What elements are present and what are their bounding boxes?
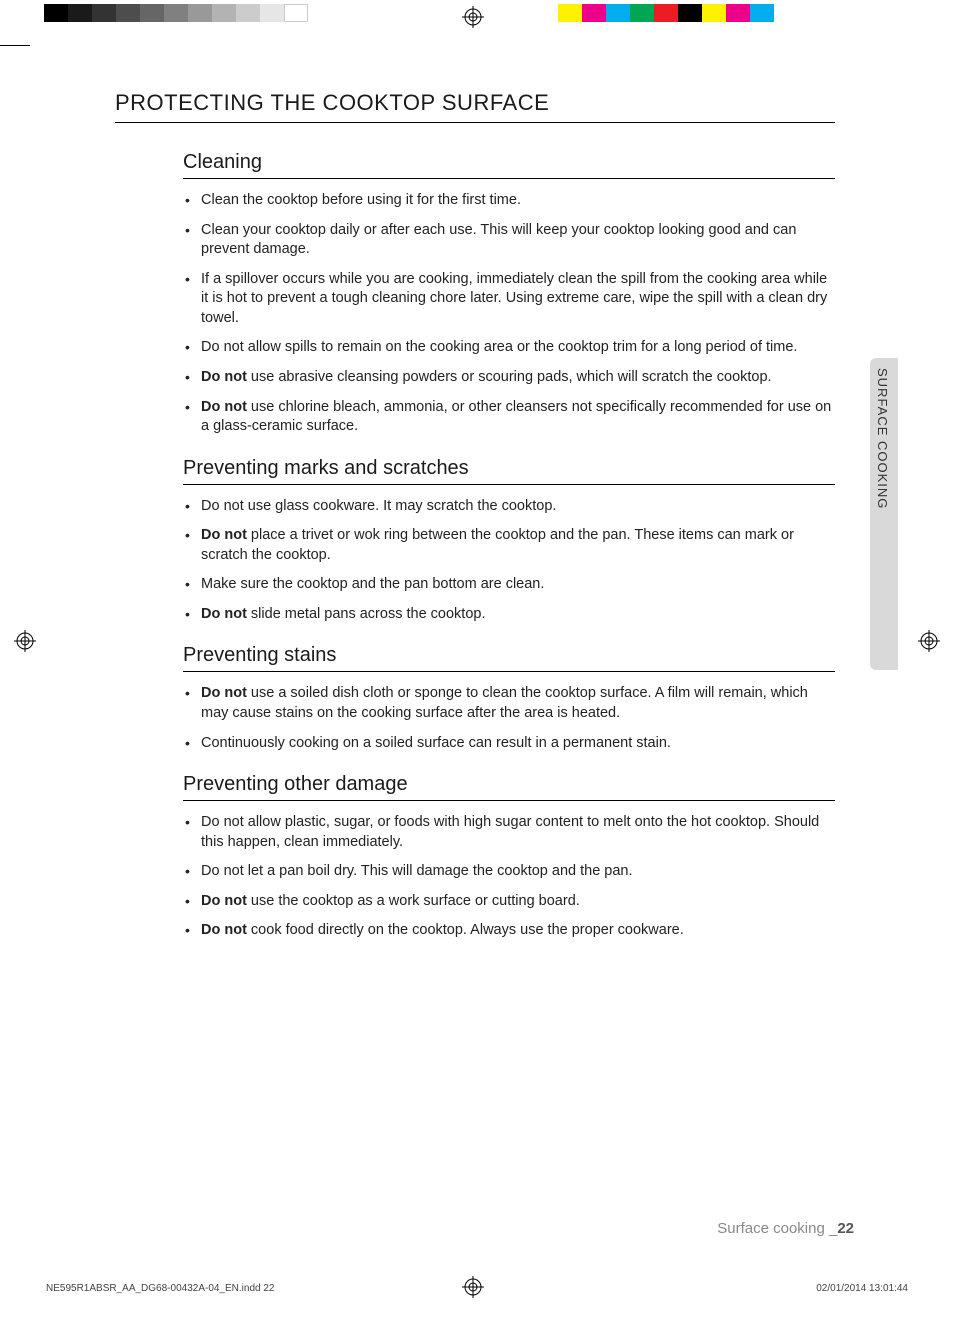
list-item: Do not use chlorine bleach, ammonia, or …: [183, 398, 835, 437]
printer-color-swatches: [558, 4, 774, 22]
crop-mark: [0, 45, 30, 46]
section-side-tab: SURFACE COOKING: [870, 358, 898, 670]
swatch: [164, 4, 188, 22]
swatch: [140, 4, 164, 22]
subsection: Preventing marks and scratches Do not use…: [183, 457, 835, 625]
subsection-heading: Preventing marks and scratches: [183, 457, 835, 485]
body-text: use a soiled dish cloth or sponge to cle…: [201, 685, 808, 721]
body-text: use abrasive cleansing powders or scouri…: [247, 369, 772, 385]
bullet-list: Do not use glass cookware. It may scratc…: [183, 497, 835, 625]
swatch: [68, 4, 92, 22]
list-item: Make sure the cooktop and the pan bottom…: [183, 575, 835, 595]
swatch: [630, 4, 654, 22]
subsection-heading: Preventing stains: [183, 644, 835, 672]
list-item: Do not use the cooktop as a work surface…: [183, 892, 835, 912]
swatch: [236, 4, 260, 22]
swatch: [212, 4, 236, 22]
bold-text: Do not: [201, 369, 247, 385]
list-item: Continuously cooking on a soiled surface…: [183, 734, 835, 754]
body-text: place a trivet or wok ring between the c…: [201, 527, 794, 563]
registration-mark-top: [462, 6, 484, 28]
body-text: use the cooktop as a work surface or cut…: [247, 893, 580, 909]
list-item: Do not use glass cookware. It may scratc…: [183, 497, 835, 517]
list-item: Do not use abrasive cleansing powders or…: [183, 368, 835, 388]
bold-text: Do not: [201, 922, 247, 938]
body-text: cook food directly on the cooktop. Alway…: [247, 922, 684, 938]
list-item: Do not allow spills to remain on the coo…: [183, 338, 835, 358]
body-text: Clean the cooktop before using it for th…: [201, 192, 521, 208]
subsection: Cleaning Clean the cooktop before using i…: [183, 151, 835, 437]
list-item: Do not place a trivet or wok ring betwee…: [183, 526, 835, 565]
page-title: PROTECTING THE COOKTOP SURFACE: [115, 90, 835, 123]
bullet-list: Do not allow plastic, sugar, or foods wi…: [183, 813, 835, 941]
list-item: Do not slide metal pans across the cookt…: [183, 605, 835, 625]
subsection-heading: Cleaning: [183, 151, 835, 179]
subsection: Preventing other damage Do not allow plas…: [183, 773, 835, 941]
bullet-list: Clean the cooktop before using it for th…: [183, 191, 835, 437]
subsection: Preventing stains Do not use a soiled dis…: [183, 644, 835, 753]
swatch: [654, 4, 678, 22]
bold-text: Do not: [201, 527, 247, 543]
swatch: [678, 4, 702, 22]
page-footer-label: Surface cooking _22: [717, 1220, 854, 1237]
swatch: [260, 4, 284, 22]
bold-text: Do not: [201, 606, 247, 622]
subsection-heading: Preventing other damage: [183, 773, 835, 801]
list-item: Do not let a pan boil dry. This will dam…: [183, 862, 835, 882]
list-item: If a spillover occurs while you are cook…: [183, 270, 835, 329]
body-text: Continuously cooking on a soiled surface…: [201, 735, 671, 751]
list-item: Do not cook food directly on the cooktop…: [183, 921, 835, 941]
print-footer: NE595R1ABSR_AA_DG68-00432A-04_EN.indd 22…: [46, 1283, 908, 1294]
list-item: Do not allow plastic, sugar, or foods wi…: [183, 813, 835, 852]
footer-section-label: Surface cooking _: [717, 1220, 837, 1237]
swatch: [188, 4, 212, 22]
body-text: Make sure the cooktop and the pan bottom…: [201, 576, 544, 592]
print-file-name: NE595R1ABSR_AA_DG68-00432A-04_EN.indd 22: [46, 1283, 274, 1294]
swatch: [116, 4, 140, 22]
bullet-list: Do not use a soiled dish cloth or sponge…: [183, 684, 835, 753]
swatch: [44, 4, 68, 22]
footer-page-number: 22: [837, 1220, 854, 1237]
body-text: If a spillover occurs while you are cook…: [201, 271, 827, 326]
swatch: [558, 4, 582, 22]
bold-text: Do not: [201, 685, 247, 701]
print-timestamp: 02/01/2014 13:01:44: [816, 1283, 908, 1294]
body-text: Do not let a pan boil dry. This will dam…: [201, 863, 633, 879]
list-item: Clean the cooktop before using it for th…: [183, 191, 835, 211]
swatch: [284, 4, 308, 22]
page-content: PROTECTING THE COOKTOP SURFACE CleaningC…: [115, 90, 835, 961]
registration-mark-left: [14, 630, 36, 652]
body-text: Do not use glass cookware. It may scratc…: [201, 498, 556, 514]
swatch: [606, 4, 630, 22]
registration-mark-right: [918, 630, 940, 652]
swatch: [92, 4, 116, 22]
list-item: Do not use a soiled dish cloth or sponge…: [183, 684, 835, 723]
body-text: use chlorine bleach, ammonia, or other c…: [201, 399, 831, 435]
section-side-tab-label: SURFACE COOKING: [875, 368, 890, 509]
swatch: [702, 4, 726, 22]
body-text: Do not allow plastic, sugar, or foods wi…: [201, 814, 819, 850]
body-text: slide metal pans across the cooktop.: [247, 606, 486, 622]
swatch: [750, 4, 774, 22]
list-item: Clean your cooktop daily or after each u…: [183, 221, 835, 260]
swatch: [582, 4, 606, 22]
printer-gray-swatches: [44, 4, 308, 22]
body-text: Clean your cooktop daily or after each u…: [201, 222, 796, 258]
bold-text: Do not: [201, 399, 247, 415]
bold-text: Do not: [201, 893, 247, 909]
swatch: [726, 4, 750, 22]
body-text: Do not allow spills to remain on the coo…: [201, 339, 797, 355]
